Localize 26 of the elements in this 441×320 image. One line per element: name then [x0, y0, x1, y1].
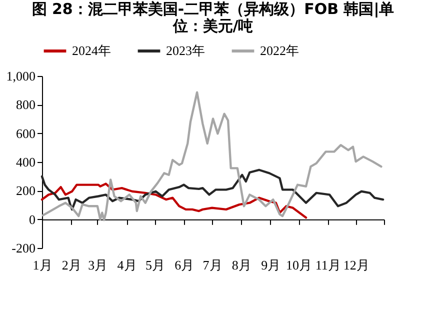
x-tick-label: 2月: [62, 258, 82, 272]
y-tick-label: 1,000: [6, 68, 36, 84]
legend-label: 2022年: [260, 43, 299, 58]
y-tick-label: -200: [12, 240, 36, 256]
x-tick-label: 5月: [145, 258, 165, 272]
y-tick-label: 400: [16, 154, 36, 170]
y-tick-label: 0: [29, 212, 36, 227]
y-tick-label: 600: [16, 126, 36, 141]
x-tick-label: 4月: [117, 258, 137, 272]
x-tick-label: 7月: [202, 258, 222, 272]
legend-label: 2024年: [72, 43, 111, 58]
x-tick-label: 6月: [174, 258, 194, 272]
x-tick-label: 8月: [232, 258, 252, 272]
x-tick-label: 1月: [32, 258, 52, 272]
legend-label: 2023年: [166, 43, 205, 58]
line-series: [42, 91, 382, 222]
x-tick-label: 10月: [286, 258, 312, 272]
y-tick-label: 200: [16, 183, 36, 198]
x-tick-label: 11月: [315, 258, 341, 272]
x-tick-label: 12月: [343, 258, 370, 272]
chart-title: 图 28：混二甲苯美国-二甲苯（异构级）FOB 韩国|单位：美元/吨: [32, 0, 394, 35]
x-tick-label: 3月: [88, 258, 108, 272]
x-tick-label: 9月: [261, 258, 281, 272]
line-series: [40, 182, 308, 219]
line-series: [40, 168, 384, 211]
y-tick-label: 800: [16, 97, 36, 112]
